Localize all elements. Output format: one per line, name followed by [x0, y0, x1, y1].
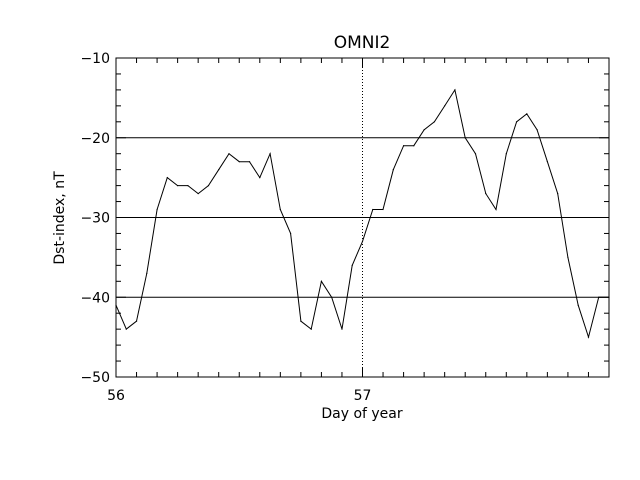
data-point — [177, 185, 179, 187]
data-point — [300, 320, 302, 322]
data-point — [413, 145, 415, 147]
chart-title: OMNI2 — [334, 33, 391, 53]
data-point — [423, 129, 425, 131]
data-point — [197, 192, 199, 195]
data-point — [587, 336, 590, 338]
data-point — [505, 153, 507, 155]
y-tick-label: −20 — [80, 131, 110, 147]
data-point — [495, 208, 497, 211]
data-point — [135, 320, 138, 322]
data-point — [351, 264, 353, 266]
x-axis-label: Day of year — [321, 406, 403, 422]
data-point — [515, 121, 518, 123]
data-point — [444, 105, 446, 107]
plot-frame — [115, 57, 610, 378]
data-point — [598, 296, 600, 298]
y-tick-label: −50 — [80, 370, 110, 386]
y-tick-label: −10 — [80, 51, 110, 67]
data-point — [577, 304, 579, 306]
data-point — [207, 185, 210, 187]
data-point — [228, 153, 230, 155]
x-tick-label: 57 — [354, 388, 372, 404]
data-point — [156, 208, 158, 211]
data-point — [187, 185, 189, 187]
y-tick-label: −40 — [80, 290, 110, 306]
data-point — [433, 121, 436, 123]
data-point — [557, 192, 559, 195]
data-point — [382, 208, 384, 211]
data-point — [341, 328, 343, 330]
data-point — [485, 192, 487, 195]
series-layer — [115, 88, 610, 339]
y-axis-label: Dst-index, nT — [52, 171, 68, 265]
data-point — [526, 113, 528, 115]
data-point — [474, 153, 477, 155]
x-tick-label: 56 — [107, 388, 125, 404]
data-point — [361, 240, 364, 243]
data-point — [331, 296, 333, 298]
data-point — [269, 153, 271, 155]
reference-lines — [116, 58, 609, 377]
data-point — [279, 208, 281, 211]
data-point — [536, 129, 538, 131]
data-point — [125, 328, 127, 330]
data-point — [454, 89, 456, 91]
data-point — [218, 169, 220, 171]
axis-ticks: 56 57 −10 −20 −30 −40 −50 — [80, 51, 609, 404]
data-point — [289, 232, 292, 235]
data-point — [146, 272, 148, 274]
data-point — [166, 177, 168, 179]
data-point — [402, 145, 405, 147]
data-point — [372, 208, 374, 211]
data-point — [238, 161, 240, 163]
y-tick-label: −30 — [80, 211, 110, 227]
data-point — [567, 256, 569, 258]
data-point — [464, 137, 466, 139]
dst-series-line — [115, 88, 609, 339]
data-point — [248, 161, 251, 163]
data-point — [546, 161, 548, 163]
data-point — [259, 177, 261, 179]
data-point — [392, 169, 394, 171]
data-point — [320, 280, 323, 282]
data-point — [310, 328, 312, 330]
